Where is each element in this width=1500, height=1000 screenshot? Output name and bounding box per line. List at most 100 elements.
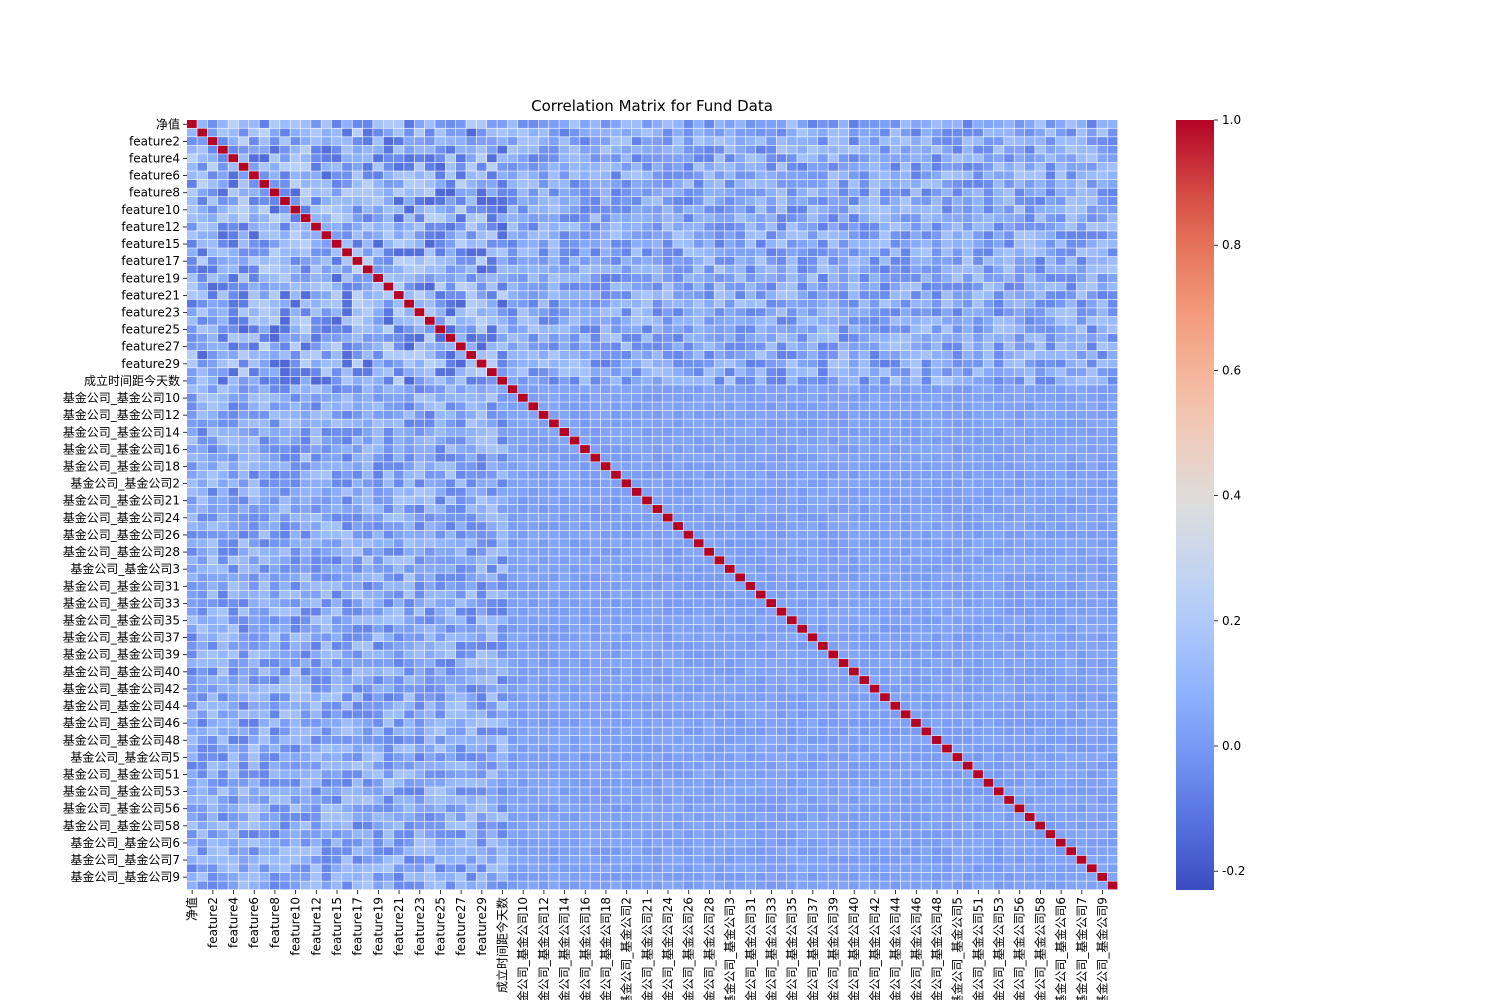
heatmap-cell: [859, 342, 870, 351]
heatmap-cell: [435, 239, 446, 248]
heatmap-cell: [942, 564, 952, 573]
heatmap-cell: [280, 539, 290, 548]
heatmap-cell: [952, 316, 963, 325]
heatmap-cell: [890, 496, 901, 505]
heatmap-cell: [580, 342, 590, 351]
heatmap-cell: [1045, 154, 1056, 163]
heatmap-cell: [683, 410, 694, 419]
heatmap-cell: [414, 282, 425, 291]
heatmap-cell: [828, 214, 839, 223]
heatmap-cell: [745, 419, 756, 428]
heatmap-cell: [249, 547, 259, 556]
heatmap-cell: [362, 137, 373, 146]
heatmap-cell: [321, 265, 332, 274]
heatmap-cell: [1086, 582, 1097, 590]
heatmap-cell: [1035, 325, 1045, 334]
heatmap-cell: [942, 342, 952, 351]
heatmap-cell: [249, 342, 259, 351]
heatmap-cell: [435, 393, 446, 402]
heatmap-cell: [911, 368, 921, 377]
heatmap-cell: [435, 428, 446, 436]
heatmap-cell: [786, 359, 797, 368]
heatmap-cell: [290, 316, 301, 325]
heatmap-cell: [1097, 505, 1108, 513]
heatmap-cell: [704, 137, 714, 146]
heatmap-cell: [859, 359, 870, 368]
heatmap-cell: [404, 402, 414, 411]
heatmap-cell: [404, 487, 414, 496]
heatmap-cell: [1014, 274, 1025, 282]
heatmap-cell: [269, 496, 280, 505]
heatmap-cell: [518, 573, 528, 582]
heatmap-cell: [890, 393, 901, 402]
heatmap-cell: [331, 522, 342, 531]
heatmap-cell: [983, 479, 994, 488]
heatmap-cell: [1097, 539, 1108, 548]
heatmap-cell: [486, 445, 497, 454]
heatmap-cell: [942, 368, 952, 377]
heatmap-cell: [1055, 376, 1066, 385]
heatmap-cell: [797, 162, 808, 171]
heatmap-cell: [1055, 505, 1066, 513]
heatmap-cell: [352, 522, 363, 531]
heatmap-cell: [983, 462, 994, 471]
heatmap-cell: [486, 582, 497, 590]
heatmap-cell: [187, 393, 197, 402]
heatmap-cell: [259, 410, 270, 419]
heatmap-cell: [331, 590, 342, 599]
heatmap-cell: [507, 120, 518, 128]
heatmap-cell: [745, 231, 756, 240]
heatmap-cell: [331, 205, 342, 214]
heatmap-cell: [1004, 453, 1014, 462]
heatmap-cell: [1097, 128, 1108, 137]
heatmap-cell: [538, 470, 549, 479]
heatmap-cell: [942, 214, 952, 223]
heatmap-cell: [1066, 351, 1077, 359]
heatmap-cell: [507, 428, 518, 436]
heatmap-cell: [352, 513, 363, 522]
heatmap-cell: [611, 282, 621, 291]
heatmap-cell: [238, 445, 249, 454]
heatmap-cell: [673, 171, 683, 180]
heatmap-cell: [383, 197, 394, 205]
heatmap-cell: [455, 239, 466, 248]
heatmap-cell: [993, 171, 1004, 180]
heatmap-cell: [280, 274, 290, 282]
heatmap-cell: [1004, 470, 1014, 479]
heatmap-cell: [300, 445, 311, 454]
heatmap-cell: [466, 162, 477, 171]
heatmap-cell: [1035, 513, 1045, 522]
heatmap-cell: [476, 291, 487, 300]
heatmap-cell: [673, 120, 683, 128]
heatmap-cell: [611, 522, 621, 531]
heatmap-cell: [342, 547, 352, 556]
heatmap-cell: [993, 274, 1004, 282]
heatmap-cell: [952, 564, 963, 573]
heatmap-cell: [300, 470, 311, 479]
heatmap-cell: [1045, 256, 1056, 265]
heatmap-cell: [590, 582, 601, 590]
heatmap-cell: [1055, 385, 1066, 394]
heatmap-cell: [693, 256, 704, 265]
heatmap-cell: [300, 316, 311, 325]
heatmap-cell: [393, 556, 404, 565]
heatmap-cell: [466, 419, 477, 428]
heatmap-cell: [187, 282, 197, 291]
heatmap-cell: [300, 436, 311, 445]
heatmap-cell: [828, 171, 839, 180]
heatmap-cell: [497, 530, 508, 539]
heatmap-cell: [973, 291, 983, 300]
heatmap-cell: [652, 539, 663, 548]
heatmap-cell: [766, 282, 777, 291]
heatmap-cell: [631, 197, 642, 205]
heatmap-cell: [1055, 530, 1066, 539]
heatmap-cell: [486, 128, 497, 137]
heatmap-cell: [321, 239, 332, 248]
heatmap-cell: [549, 402, 559, 411]
heatmap-cell: [373, 590, 383, 599]
heatmap-cell: [455, 325, 466, 334]
heatmap-cell: [218, 376, 228, 385]
heatmap-cell: [269, 120, 280, 128]
heatmap-cell: [518, 256, 528, 265]
heatmap-cell: [869, 351, 880, 359]
